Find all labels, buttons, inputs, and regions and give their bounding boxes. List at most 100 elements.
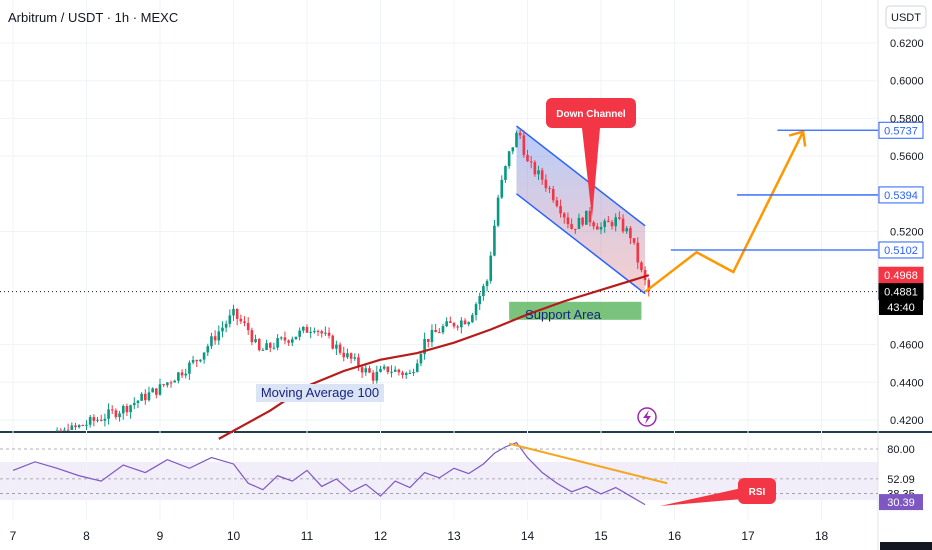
time-tick-label: 18	[815, 529, 829, 543]
candle-body	[548, 188, 551, 190]
candle-body	[199, 359, 202, 362]
time-tick-label: 12	[374, 529, 388, 543]
candle-body	[136, 400, 140, 403]
rsi-callout: RSI	[660, 478, 776, 506]
candle-body	[562, 213, 566, 218]
candle-body	[452, 322, 456, 327]
candle-body	[526, 154, 529, 162]
candle-body	[360, 367, 364, 373]
candle-body	[338, 344, 342, 353]
time-tick-label: 9	[157, 529, 164, 543]
candle-body	[92, 417, 96, 421]
countdown-badge	[879, 299, 923, 315]
candle-body	[603, 220, 606, 228]
candle-body	[232, 308, 235, 316]
candle-body	[346, 353, 349, 358]
candle-body	[188, 362, 191, 374]
candle-body	[129, 405, 132, 413]
candle-body	[228, 315, 232, 324]
candle-body	[324, 332, 327, 334]
rsi-level-label: 52.09	[887, 474, 915, 486]
candle-body	[81, 425, 85, 427]
candle-body	[581, 217, 584, 225]
price-badge-level-5737	[878, 121, 924, 139]
candle-body	[213, 336, 217, 341]
time-tick-label: 8	[83, 529, 90, 543]
candle-body	[279, 337, 283, 339]
candle-body	[177, 372, 180, 381]
rsi-divergence-line	[508, 442, 668, 485]
candle-body	[379, 368, 382, 372]
time-tick-label: 13	[447, 529, 461, 543]
candle-body	[166, 382, 169, 386]
candle-body	[401, 372, 404, 376]
candle-body	[415, 363, 419, 372]
time-tick-label: 10	[227, 529, 241, 543]
candle-body	[456, 326, 459, 328]
candle-body	[529, 161, 533, 163]
candle-body	[250, 330, 254, 343]
price-tick-label: 0.6000	[890, 76, 924, 88]
candle-body	[357, 357, 360, 368]
candle-body	[566, 217, 570, 225]
rsi-label: RSI	[749, 487, 766, 498]
candle-body	[276, 338, 279, 348]
candle-body	[629, 228, 632, 239]
candle-body	[614, 217, 617, 227]
candle-body	[155, 388, 158, 395]
candle-body	[169, 382, 173, 384]
scroll-handle[interactable]	[880, 542, 932, 550]
candle-body	[59, 430, 63, 432]
channel-lower-line	[516, 193, 646, 295]
price-badge-level-5102	[878, 241, 924, 259]
candle-body	[640, 262, 643, 271]
candle-body	[349, 353, 353, 359]
price-tick-label: 0.6200	[890, 38, 924, 50]
candle-body	[217, 331, 221, 341]
currency-button[interactable]: USDT	[885, 5, 927, 29]
candle-body	[515, 132, 518, 148]
candle-body	[118, 413, 121, 418]
support-zone	[509, 301, 642, 320]
candle-body	[291, 339, 294, 343]
candle-body	[184, 373, 188, 376]
candle-body	[412, 371, 415, 373]
candle-body	[283, 337, 287, 341]
candle-body	[257, 339, 261, 351]
candle-body	[551, 189, 555, 201]
candle-body	[375, 371, 379, 381]
candle-body	[500, 179, 504, 198]
rsi-level-label: 30.39	[887, 497, 915, 509]
candle-body	[368, 368, 371, 373]
candle-body	[507, 151, 511, 167]
candle-body	[404, 373, 408, 376]
candle-body	[298, 330, 301, 337]
candle-body	[610, 222, 614, 227]
lightning-icon[interactable]	[637, 407, 657, 427]
candle-body	[265, 343, 268, 350]
candle-body	[478, 296, 482, 305]
candle-body	[474, 304, 478, 316]
level-layer: 0.5737 0.5394 0.5102 0.4968 0.4881	[670, 121, 924, 301]
candle-body	[408, 372, 412, 374]
candle-body	[261, 349, 265, 351]
candle-body	[235, 308, 239, 319]
down-channel-label: Down Channel	[556, 109, 626, 120]
candle-body	[449, 321, 452, 323]
candle-body	[180, 372, 184, 376]
chart-title: Arbitrum / USDT · 1h · MEXC	[8, 10, 178, 25]
price-badge-label: 0.4968	[884, 270, 918, 282]
candle-body	[588, 210, 592, 223]
candle-body	[393, 369, 397, 372]
candle-body	[151, 388, 154, 393]
candle-body	[125, 406, 129, 413]
candle-body	[643, 270, 647, 281]
candle-body	[268, 343, 272, 348]
candle-body	[493, 225, 496, 256]
candle-body	[294, 336, 298, 340]
moving-average-label: Moving Average 100	[261, 385, 379, 400]
moving-average-label-box	[256, 384, 384, 402]
pane-separator	[0, 431, 932, 433]
